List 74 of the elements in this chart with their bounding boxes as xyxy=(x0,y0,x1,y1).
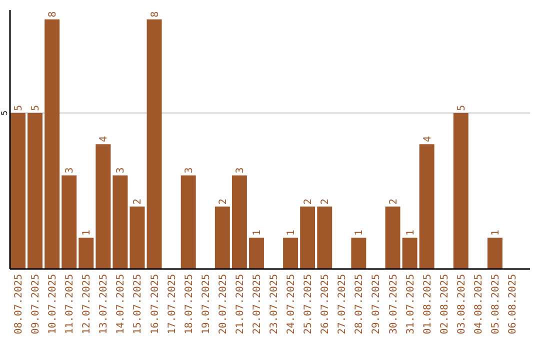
bar xyxy=(453,112,468,269)
data-label: 8 xyxy=(48,11,59,18)
x-tick-label: 22.07.2025 xyxy=(252,274,263,334)
x-tick-label: 23.07.2025 xyxy=(269,274,280,334)
x-tick-label: 09.07.2025 xyxy=(30,274,42,334)
data-label: 2 xyxy=(388,198,400,205)
x-tick-label: 16.07.2025 xyxy=(150,274,161,334)
data-label: 2 xyxy=(132,198,144,205)
data-label: 3 xyxy=(64,167,76,174)
x-tick-label: 06.08.2025 xyxy=(507,274,518,334)
bar xyxy=(283,238,298,269)
data-label: 1 xyxy=(82,230,93,236)
data-label: 1 xyxy=(252,230,263,236)
x-tick-label: 29.07.2025 xyxy=(371,274,382,334)
data-label: 5 xyxy=(0,110,9,116)
data-label: 1 xyxy=(490,230,502,236)
bar xyxy=(214,206,230,269)
bar xyxy=(146,19,162,269)
data-label: 2 xyxy=(218,198,229,205)
x-tick-label: 14.07.2025 xyxy=(116,274,127,334)
bar xyxy=(351,238,366,269)
data-label: 1 xyxy=(354,230,366,236)
x-tick-label: 15.07.2025 xyxy=(132,274,144,334)
x-tick-label: 25.07.2025 xyxy=(303,274,314,334)
data-label: 1 xyxy=(405,230,416,236)
bar xyxy=(385,206,400,269)
x-tick-label: 11.07.2025 xyxy=(64,274,76,334)
x-tick-label: 08.07.2025 xyxy=(14,274,25,334)
data-label: 4 xyxy=(98,136,110,142)
x-tick-label: 02.08.2025 xyxy=(439,274,450,334)
data-label: 3 xyxy=(234,167,246,174)
x-tick-label: 10.07.2025 xyxy=(48,274,59,334)
x-tick-label: 18.07.2025 xyxy=(184,274,195,334)
bar xyxy=(130,206,145,269)
data-label: 1 xyxy=(286,230,298,236)
bar xyxy=(10,112,26,269)
x-tick-label: 31.07.2025 xyxy=(405,274,416,334)
data-label: 2 xyxy=(303,198,314,205)
bar xyxy=(402,238,418,269)
x-tick-label: 28.07.2025 xyxy=(354,274,366,334)
x-tick-label: 04.08.2025 xyxy=(473,274,484,334)
x-tick-label: 12.07.2025 xyxy=(82,274,93,334)
x-tick-label: 17.07.2025 xyxy=(166,274,178,334)
bar xyxy=(300,206,316,269)
bar xyxy=(317,206,332,269)
x-tick-label: 01.08.2025 xyxy=(422,274,434,334)
x-tick-label: 13.07.2025 xyxy=(98,274,110,334)
x-tick-label: 24.07.2025 xyxy=(286,274,298,334)
data-label: 4 xyxy=(422,136,434,142)
bar xyxy=(96,144,111,269)
bar xyxy=(248,238,264,269)
x-tick-label: 21.07.2025 xyxy=(234,274,246,334)
bar xyxy=(180,175,196,269)
data-label: 3 xyxy=(116,167,127,174)
x-tick-label: 20.07.2025 xyxy=(218,274,229,334)
x-tick-label: 05.08.2025 xyxy=(490,274,502,334)
x-tick-label: 03.08.2025 xyxy=(456,274,468,334)
data-label: 5 xyxy=(456,104,468,111)
bar xyxy=(419,144,434,269)
x-tick-label: 26.07.2025 xyxy=(320,274,332,334)
bar xyxy=(78,238,94,269)
bar xyxy=(62,175,77,269)
data-label: 3 xyxy=(184,167,195,174)
x-tick-label: 19.07.2025 xyxy=(200,274,212,334)
bar xyxy=(232,175,247,269)
bar xyxy=(44,19,60,269)
data-label: 5 xyxy=(30,104,42,111)
bar xyxy=(487,238,502,269)
x-tick-label: 27.07.2025 xyxy=(337,274,348,334)
bar xyxy=(112,175,128,269)
bar xyxy=(28,112,43,269)
data-label: 2 xyxy=(320,198,332,205)
data-label: 8 xyxy=(150,11,161,18)
x-tick-label: 30.07.2025 xyxy=(388,274,400,334)
